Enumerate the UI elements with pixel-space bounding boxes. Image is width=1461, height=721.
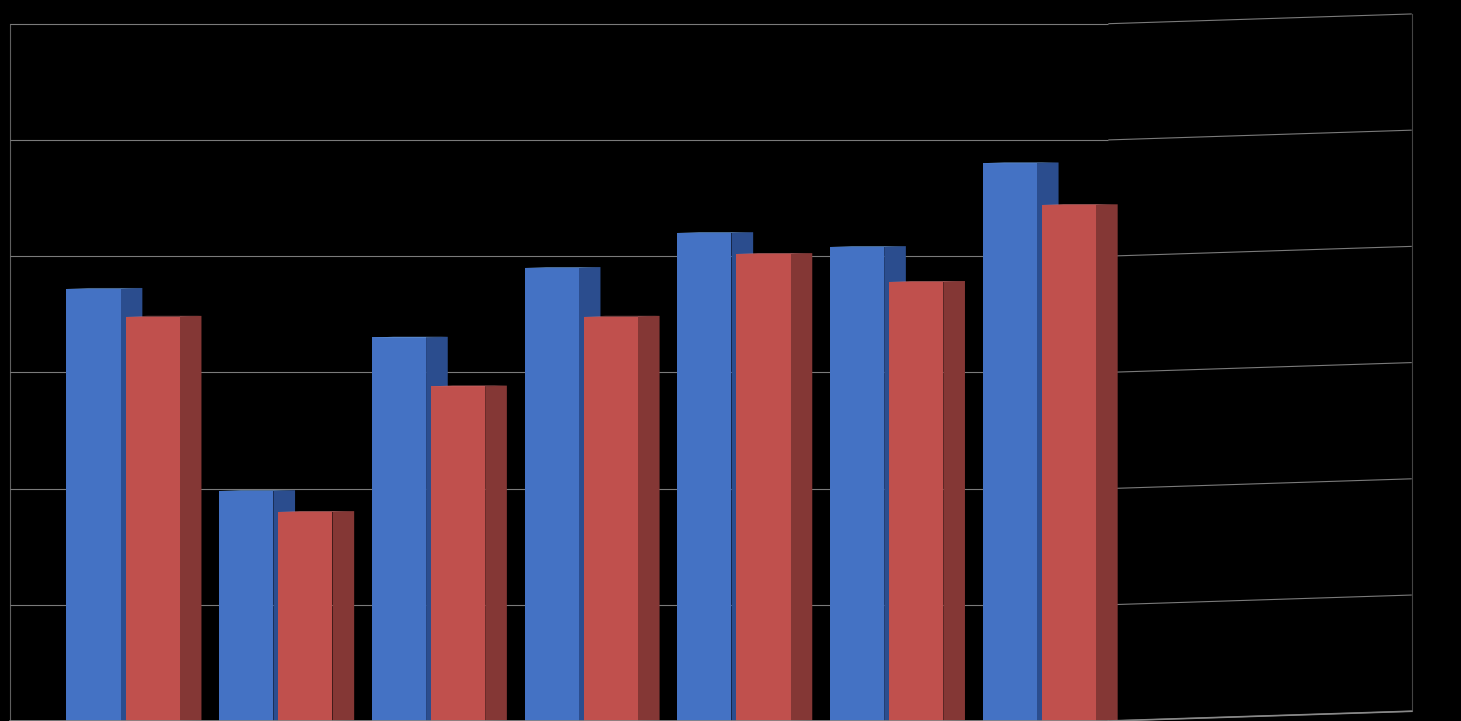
- Polygon shape: [1042, 205, 1096, 721]
- Polygon shape: [431, 386, 485, 721]
- Polygon shape: [732, 232, 754, 721]
- Polygon shape: [638, 316, 659, 721]
- Polygon shape: [126, 317, 180, 721]
- Polygon shape: [678, 233, 732, 721]
- Polygon shape: [180, 316, 202, 721]
- Polygon shape: [983, 163, 1037, 721]
- Polygon shape: [1096, 204, 1118, 721]
- Polygon shape: [1037, 162, 1059, 721]
- Polygon shape: [736, 254, 790, 721]
- Polygon shape: [121, 288, 142, 721]
- Polygon shape: [373, 337, 427, 721]
- Polygon shape: [830, 247, 884, 721]
- Polygon shape: [219, 491, 273, 721]
- Polygon shape: [884, 246, 906, 721]
- Polygon shape: [278, 512, 333, 721]
- Polygon shape: [485, 386, 507, 721]
- Polygon shape: [333, 511, 354, 721]
- Polygon shape: [579, 267, 600, 721]
- Polygon shape: [584, 317, 638, 721]
- Polygon shape: [427, 337, 447, 721]
- Polygon shape: [890, 282, 944, 721]
- Polygon shape: [790, 253, 812, 721]
- Polygon shape: [67, 288, 121, 721]
- Polygon shape: [273, 490, 295, 721]
- Polygon shape: [524, 267, 579, 721]
- Polygon shape: [944, 281, 964, 721]
